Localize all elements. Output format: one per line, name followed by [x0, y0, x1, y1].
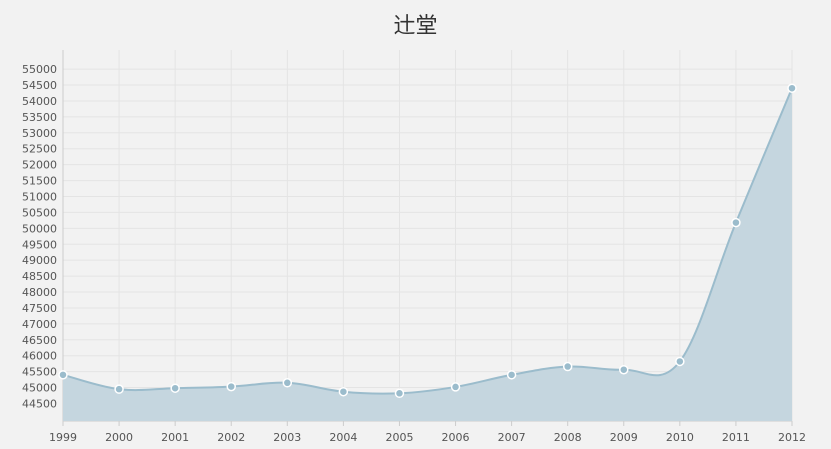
- data-point: [787, 83, 797, 93]
- y-tick-label: 52500: [22, 143, 57, 156]
- data-point: [282, 378, 293, 388]
- chart-title: 辻堂: [393, 14, 438, 39]
- data-point: [450, 382, 461, 392]
- x-tick-label: 2010: [666, 431, 694, 444]
- y-tick-label: 50500: [22, 206, 57, 219]
- data-point: [338, 386, 349, 397]
- y-tick-label: 52000: [22, 159, 57, 172]
- data-point: [58, 370, 68, 380]
- x-tick-label: 2011: [722, 431, 750, 444]
- x-tick-label: 2005: [385, 431, 413, 444]
- y-tick-label: 49500: [22, 238, 57, 251]
- y-tick-label: 54000: [22, 95, 57, 108]
- y-tick-label: 50000: [22, 222, 57, 235]
- y-tick-label: 47000: [22, 318, 57, 331]
- x-tick-label: 2004: [329, 431, 357, 444]
- data-point: [619, 364, 629, 375]
- y-tick-label: 46000: [22, 350, 57, 363]
- y-tick-label: 53000: [22, 127, 57, 140]
- x-tick-label: 1999: [49, 431, 77, 444]
- data-point: [394, 388, 405, 399]
- x-tick-label: 2007: [498, 431, 526, 444]
- data-point: [675, 356, 685, 367]
- data-point: [114, 384, 124, 394]
- data-point: [506, 370, 517, 380]
- x-tick-label: 2003: [273, 431, 301, 444]
- x-tick-label: 2009: [610, 431, 638, 444]
- y-tick-label: 48000: [22, 286, 57, 299]
- data-point: [226, 381, 236, 392]
- x-tick-label: 2008: [554, 431, 582, 444]
- y-tick-label: 45500: [22, 366, 57, 379]
- data-point: [731, 217, 741, 228]
- x-tick-label: 2006: [442, 431, 470, 444]
- y-tick-label: 54500: [22, 79, 57, 92]
- y-tick-label: 48500: [22, 270, 57, 283]
- y-tick-label: 51000: [22, 190, 57, 203]
- y-tick-label: 46500: [22, 334, 57, 347]
- x-tick-label: 2001: [161, 431, 189, 444]
- y-tick-label: 47500: [22, 302, 57, 315]
- y-tick-label: 55000: [22, 63, 57, 76]
- series-area: [63, 88, 792, 421]
- y-tick-label: 45000: [22, 382, 57, 395]
- y-tick-label: 49000: [22, 254, 57, 267]
- y-tick-label: 53500: [22, 111, 57, 124]
- x-tick-label: 2002: [217, 431, 245, 444]
- x-tick-label: 2000: [105, 431, 133, 444]
- y-tick-label: 44500: [22, 397, 57, 410]
- y-tick-label: 51500: [22, 175, 57, 188]
- data-point: [562, 361, 573, 372]
- x-tick-label: 2012: [778, 431, 806, 444]
- series-line: [62, 87, 793, 395]
- data-point: [170, 383, 180, 393]
